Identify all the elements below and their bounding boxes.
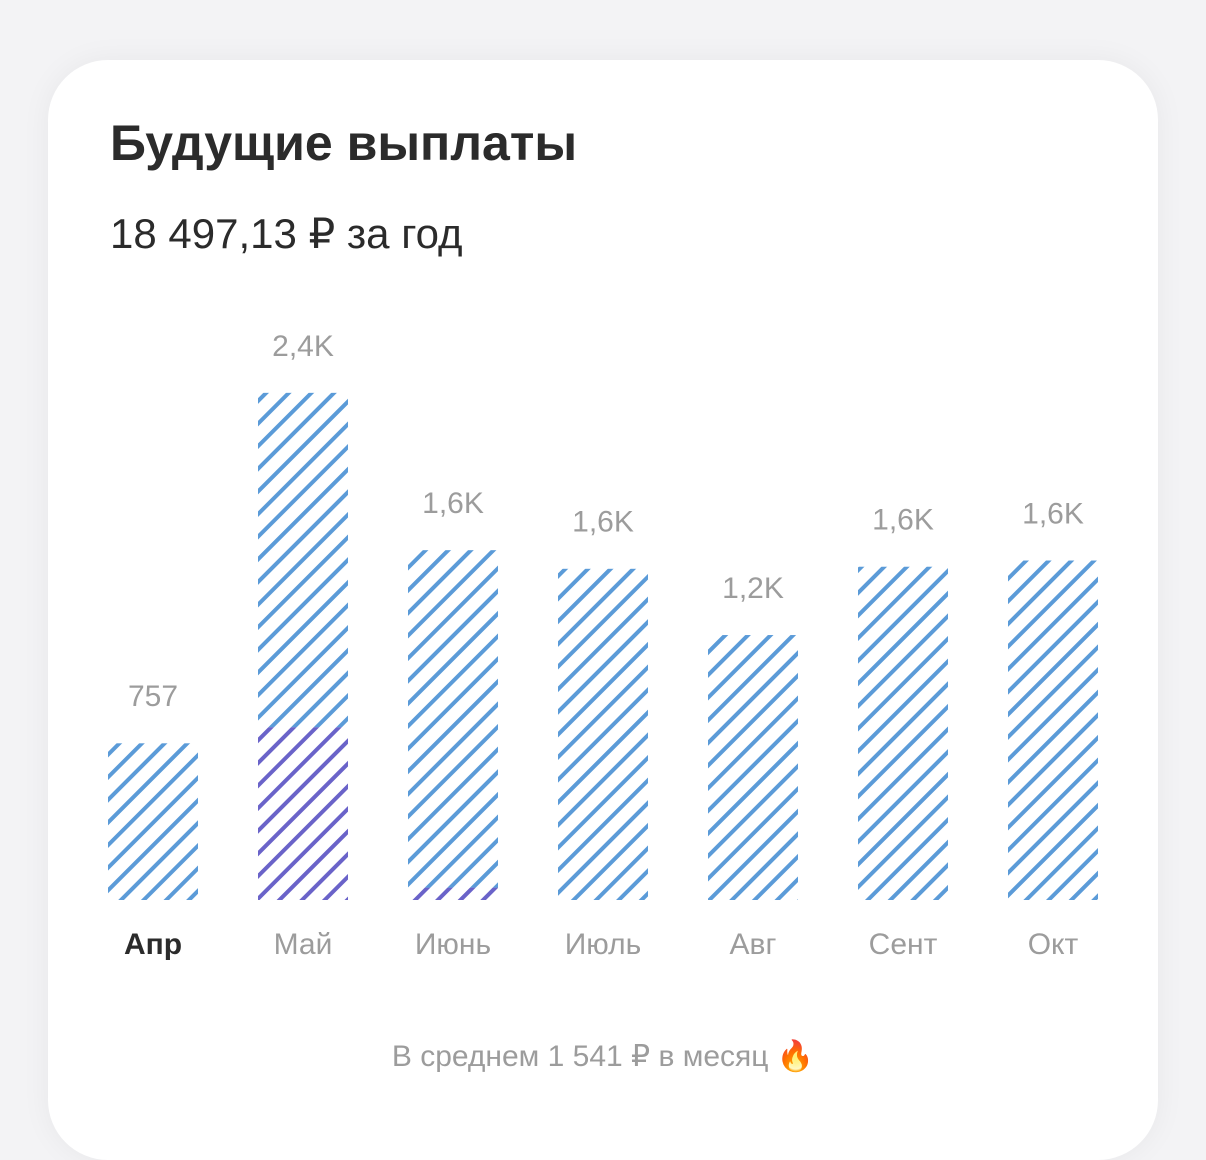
- bar-segment: [408, 550, 498, 888]
- bar-segment: [708, 635, 798, 900]
- x-tick-label: Окт: [1028, 928, 1079, 961]
- x-tick-label: Апр: [124, 928, 182, 961]
- bar-segment: [858, 566, 948, 900]
- value-label: 1,6K: [872, 504, 934, 537]
- value-label: 1,6K: [422, 487, 484, 520]
- page: Будущие выплаты 18 497,13 ₽ за год В сре…: [48, 60, 1158, 1160]
- value-label: 1,2K: [722, 572, 784, 605]
- value-label: 2,4K: [272, 330, 334, 363]
- bar-segment: [558, 568, 648, 900]
- subtitle: 18 497,13 ₽ за год: [110, 210, 463, 257]
- value-label: 1,6K: [1022, 497, 1084, 530]
- x-tick-label: Июнь: [415, 928, 491, 961]
- chart: Будущие выплаты 18 497,13 ₽ за год В сре…: [108, 115, 1098, 1073]
- bar-segment: [258, 727, 348, 900]
- title: Будущие выплаты: [110, 115, 577, 171]
- x-tick-label: Сент: [869, 928, 938, 961]
- x-tick-label: Май: [274, 928, 333, 961]
- bar-segment: [1008, 560, 1098, 900]
- value-label: 757: [128, 680, 178, 713]
- value-label: 1,6K: [572, 506, 634, 539]
- footer-note: В среднем 1 541 ₽ в месяц 🔥: [392, 1038, 814, 1073]
- bar-segment: [108, 743, 198, 900]
- x-tick-label: Авг: [730, 928, 777, 961]
- bar-segment: [408, 887, 498, 900]
- bar-segment: [258, 392, 348, 728]
- x-tick-label: Июль: [565, 928, 642, 961]
